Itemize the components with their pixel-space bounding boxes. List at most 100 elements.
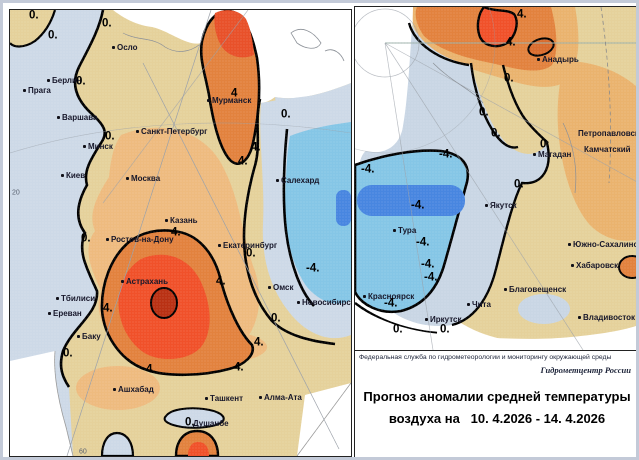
contour-value-label: 0. (76, 75, 86, 88)
city-label: Анадырь (537, 56, 579, 64)
forecast-title: Прогноз аномалии средней температуры (363, 389, 631, 404)
city-dot (106, 238, 109, 242)
contour-value-label: 4. (103, 302, 113, 315)
contour-value-label: 0. (185, 416, 195, 429)
city-dot (48, 312, 51, 316)
city-label: Якутск (485, 202, 517, 210)
city-dot (393, 229, 396, 233)
contour-value-label: 0. (271, 312, 281, 325)
city-label: Варшава (57, 114, 98, 122)
city-label: Прага (23, 87, 51, 95)
city-label: Мурманск (207, 97, 251, 105)
contour-value-label: 4 (231, 87, 238, 100)
contour-value-label: 0. (440, 323, 450, 336)
contour-value-label: 4. (238, 155, 248, 168)
contour-value-label: -4. (421, 258, 435, 271)
contour-value-label: 4. (146, 363, 156, 376)
contour-value-label: 4. (234, 361, 244, 374)
city-label: Тура (393, 227, 416, 235)
city-label: Санкт-Петербург (136, 128, 208, 136)
contour-value-label: -4. (416, 236, 430, 249)
city-dot (297, 301, 300, 305)
map-art (10, 7, 636, 456)
contour-value-label: 0. (81, 232, 91, 245)
city-dot (121, 280, 124, 284)
asia-map-graphic (355, 7, 636, 350)
city-label: Петропавловск (578, 129, 639, 138)
city-label: Казань (165, 217, 198, 225)
city-dot (56, 297, 59, 301)
city-label: Магадан (533, 151, 571, 159)
contour-value-label: -4. (384, 297, 398, 310)
contour-value-label: 0. (479, 106, 489, 119)
contour-value-label: 0. (246, 247, 256, 260)
forecast-title-block: Прогноз аномалии средней температуры воз… (355, 389, 636, 426)
contour-value-label: 4. (216, 275, 226, 288)
contour-value-label: -4. (424, 271, 438, 284)
city-label: Душанбе (193, 419, 229, 428)
city-dot (568, 243, 571, 247)
city-dot (467, 303, 470, 307)
city-dot (276, 179, 279, 183)
city-label: Владивосток (578, 314, 635, 322)
city-dot (23, 89, 26, 93)
city-label: Алма-Ата (259, 394, 302, 402)
city-label: Благовещенск (504, 286, 566, 294)
city-dot (259, 396, 262, 400)
contour-value-label: 0. (48, 29, 58, 42)
europe-map-labels: Осло Берлин Прага Варшава Минск Санкт-Петербу… (10, 10, 351, 456)
city-label: Берлин (47, 77, 82, 85)
city-dot (268, 286, 271, 290)
city-label: Красноярск (363, 293, 414, 301)
city-dot (537, 58, 540, 62)
city-dot (83, 145, 86, 149)
contour-value-label: 0. (102, 17, 112, 30)
contour-value-label: -4. (361, 163, 375, 176)
city-dot (504, 288, 507, 292)
city-label: Осло (112, 44, 138, 52)
city-label: Южно-Сахалинск (568, 241, 636, 249)
city-label: Минск (83, 143, 113, 151)
graticule-label: 20 (12, 189, 20, 197)
city-dot (61, 174, 64, 178)
contour-value-label: -4. (439, 148, 453, 161)
city-label: Хабаровск (571, 262, 618, 270)
contour-value-label: 4. (171, 226, 181, 239)
city-dot (571, 264, 574, 268)
europe-map-graphic (10, 10, 351, 456)
contour-value-label: 0. (281, 108, 291, 121)
contour-value-label: 0. (393, 323, 403, 336)
city-label: Москва (126, 175, 160, 183)
city-label: Омск (268, 284, 294, 292)
city-label: Баку (77, 333, 101, 341)
city-dot (207, 99, 210, 103)
contour-value-label: -4. (306, 262, 320, 275)
contour-value-label: 0. (540, 138, 550, 151)
city-label: Ереван (48, 310, 82, 318)
contour-value-label: 0. (514, 178, 524, 191)
agency-text: Федеральная служба по гидрометеорологии … (359, 354, 612, 361)
city-dot (578, 316, 581, 320)
city-dot (218, 244, 221, 248)
city-dot (425, 318, 428, 322)
city-dot (112, 46, 115, 50)
city-label: Ростов-на-Дону (106, 236, 174, 244)
city-dot (136, 130, 139, 134)
city-dot (485, 204, 488, 208)
forecast-dates: воздуха на 10. 4.2026 - 14. 4.2026 (388, 411, 606, 426)
contour-value-label: 4. (506, 36, 516, 49)
city-dot (205, 397, 208, 401)
city-label: Чита (467, 301, 491, 309)
city-dot (57, 116, 60, 120)
hydromet-center-text: Гидрометцентр России (540, 365, 631, 375)
contour-value-label: 4. (517, 8, 527, 21)
city-label: Ашхабад (113, 386, 154, 394)
city-dot (363, 295, 366, 299)
contour-value-label: 0. (105, 130, 115, 143)
city-label: Екатеринбург (218, 242, 277, 250)
contour-value-label: 0. (63, 347, 73, 360)
city-label: Тбилиси (56, 295, 95, 303)
contour-value-label: 0. (29, 10, 39, 22)
city-label: Астрахань (121, 278, 168, 286)
